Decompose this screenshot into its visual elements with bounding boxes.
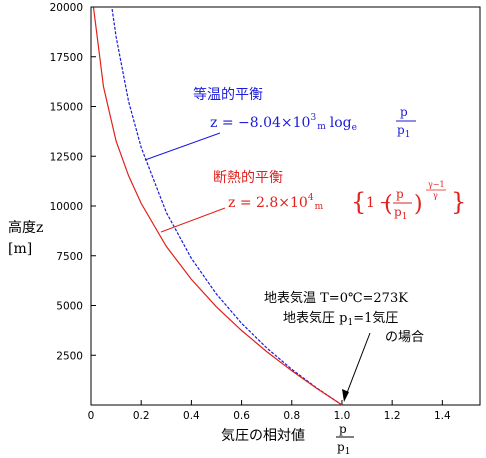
annotation-line2: 地表気圧 p1=1気圧 <box>283 310 398 328</box>
isothermal-title: 等温的平衡 <box>193 86 263 103</box>
x-axis-label-frac-den: p1 <box>337 440 350 457</box>
isothermal-frac-den-sub: 1 <box>405 130 411 140</box>
adiabatic-frac-den-p: p <box>394 205 402 219</box>
isothermal-formula-lhs: z = −8.04×10 <box>210 115 310 131</box>
x-tick-label: 1.0 <box>334 410 351 422</box>
y-tick-label: 10000 <box>50 201 83 213</box>
adiabatic-formula-unit: m <box>315 202 324 212</box>
adiabatic-one-minus: 1 − <box>366 195 391 211</box>
adiabatic-frac-den-sub: 1 <box>402 212 408 222</box>
adiabatic-paren-close: ) <box>414 192 423 217</box>
x-axis-ticks: 0 0.2 0.4 0.6 0.8 1.0 1.2 1.4 <box>88 400 451 422</box>
annotation-line2-sub: 1 <box>347 318 353 328</box>
isothermal-formula-log: log <box>330 115 352 131</box>
annotation-line2-post: =1気圧 <box>353 310 398 326</box>
y-tick-label: 7500 <box>56 251 83 263</box>
adiabatic-leader-line <box>160 207 226 233</box>
isothermal-frac-den: p1 <box>397 123 410 140</box>
x-axis-label-frac-den-sub: 1 <box>345 447 351 457</box>
adiabatic-formula-lhs: z = 2.8×10 <box>228 195 308 211</box>
isothermal-formula: z = −8.04×103m loge <box>210 113 357 133</box>
x-tick-label: 0.4 <box>183 410 200 422</box>
series-layer <box>92 6 343 406</box>
adiabatic-brace-close: } <box>451 188 466 216</box>
adiabatic-power: γ−1 <box>428 180 445 189</box>
y-axis-label-line1: 高度z <box>8 219 43 236</box>
adiabatic-frac-num: p <box>396 187 404 201</box>
adiabatic-formula: z = 2.8×104m <box>228 193 324 212</box>
annotation-line1: 地表気温 T=0℃=273K <box>264 290 408 306</box>
x-tick-label: 0.2 <box>133 410 150 422</box>
annotation-arrow-head <box>342 389 349 402</box>
y-tick-label: 12500 <box>50 151 83 163</box>
adiabatic-curve <box>92 7 343 406</box>
y-tick-label: 17500 <box>50 52 83 64</box>
adiabatic-frac-den: p1 <box>394 205 407 222</box>
annotation-line2-pre: 地表気圧 p <box>283 310 347 326</box>
y-tick-label: 15000 <box>50 102 83 114</box>
y-tick-label: 2500 <box>56 350 83 362</box>
x-tick-label: 0.6 <box>233 410 250 422</box>
isothermal-formula-unit: m <box>317 122 326 132</box>
x-tick-label: 1.2 <box>384 410 401 422</box>
y-tick-label: 20000 <box>50 2 83 14</box>
isothermal-curve <box>111 6 343 406</box>
adiabatic-title: 断熱的平衡 <box>213 170 283 186</box>
isothermal-frac-num: p <box>400 105 408 119</box>
y-axis-ticks: 2500 5000 7500 10000 12500 15000 17500 20000 <box>50 2 96 362</box>
y-tick-label: 5000 <box>56 301 83 313</box>
x-axis-label-frac-num: p <box>339 422 347 436</box>
x-axis-label: 気圧の相対値 <box>221 428 305 444</box>
isothermal-leader-line <box>144 132 221 161</box>
adiabatic-formula-exp: 4 <box>308 193 314 203</box>
annotation-line3: の場合 <box>385 330 424 345</box>
isothermal-formula-log-base: e <box>352 123 357 133</box>
annotation-arrow-shaft <box>344 332 371 399</box>
adiabatic-brace-open: { <box>351 188 366 216</box>
isothermal-frac-den-p: p <box>397 123 405 137</box>
x-tick-label: 0 <box>88 410 95 422</box>
x-tick-label: 1.4 <box>434 410 451 422</box>
x-axis-label-frac-den-p: p <box>337 440 345 454</box>
x-tick-label: 0.8 <box>283 410 300 422</box>
adiabatic-paren-open: ( <box>384 192 393 217</box>
isothermal-formula-exp: 3 <box>310 113 316 123</box>
y-axis-label-line2: [m] <box>8 241 32 257</box>
adiabatic-power-den: γ <box>433 191 438 200</box>
